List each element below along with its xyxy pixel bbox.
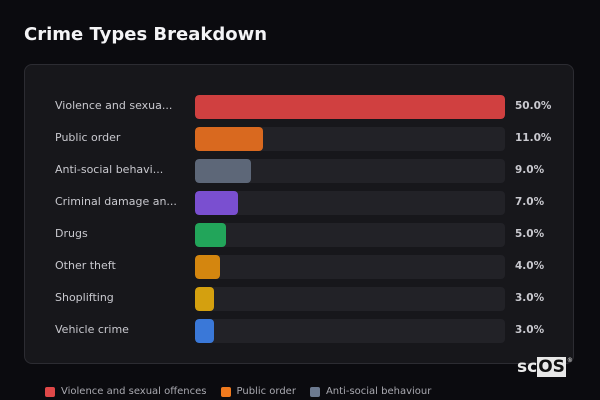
bar-fill[interactable] <box>195 95 505 119</box>
bar-label: Criminal damage an... <box>55 195 177 208</box>
legend-label: Public order <box>236 386 296 397</box>
bar-fill[interactable] <box>195 223 226 247</box>
bar-row: Vehicle crime 3.0% <box>25 319 573 343</box>
bar-value: 3.0% <box>515 292 545 304</box>
bar-track <box>195 319 505 343</box>
legend-swatch-icon <box>309 386 320 397</box>
bar-value: 11.0% <box>515 132 552 144</box>
bar-label: Anti-social behavi... <box>55 163 164 176</box>
bar-value: 5.0% <box>515 228 545 240</box>
legend-item[interactable]: Violence and sexual offences <box>45 386 207 397</box>
logo-sc: sc <box>517 357 538 377</box>
bar-row: Drugs 5.0% <box>25 223 573 247</box>
bar-value: 7.0% <box>515 196 545 208</box>
bar-fill[interactable] <box>195 191 239 215</box>
legend-item[interactable]: Public order <box>220 386 296 397</box>
bar-label: Public order <box>55 131 121 144</box>
bar-fill[interactable] <box>195 127 264 151</box>
bar-track <box>195 191 505 215</box>
bar-value: 50.0% <box>515 100 552 112</box>
bar-track <box>195 127 505 151</box>
bar-value: 9.0% <box>515 164 545 176</box>
bar-row: Violence and sexua... 50.0% <box>25 95 573 119</box>
bar-value: 3.0% <box>515 324 545 336</box>
bar-track <box>195 255 505 279</box>
scos-logo: sc OS ® <box>517 357 573 377</box>
bar-row: Criminal damage an... 7.0% <box>25 191 573 215</box>
registered-icon: ® <box>566 357 573 364</box>
bar-fill[interactable] <box>195 159 251 183</box>
legend-swatch-icon <box>220 386 231 397</box>
bar-row: Public order 11.0% <box>25 127 573 151</box>
bar-label: Drugs <box>55 227 88 240</box>
bar-fill[interactable] <box>195 287 214 311</box>
bar-row: Anti-social behavi... 9.0% <box>25 159 573 183</box>
legend-label: Anti-social behaviour <box>325 386 432 397</box>
bar-track <box>195 287 505 311</box>
bar-value: 4.0% <box>515 260 545 272</box>
bar-track <box>195 223 505 247</box>
bar-track <box>195 159 505 183</box>
chart-title: Crime Types Breakdown <box>24 24 268 45</box>
legend-item[interactable]: Anti-social behaviour <box>309 386 432 397</box>
bar-row: Other theft 4.0% <box>25 255 573 279</box>
bar-fill[interactable] <box>195 319 214 343</box>
chart-legend: Violence and sexual offences Public order… <box>45 386 431 397</box>
bar-track <box>195 95 505 119</box>
bar-row: Shoplifting 3.0% <box>25 287 573 311</box>
legend-label: Violence and sexual offences <box>61 386 207 397</box>
bar-label: Other theft <box>55 259 116 272</box>
bar-label: Vehicle crime <box>55 323 129 336</box>
logo-os: OS <box>537 357 566 377</box>
legend-swatch-icon <box>45 386 55 397</box>
bar-label: Violence and sexua... <box>55 99 173 112</box>
bar-label: Shoplifting <box>55 291 114 304</box>
chart-card: Violence and sexua... 50.0% Public order 11… <box>24 64 574 364</box>
bar-fill[interactable] <box>195 255 220 279</box>
